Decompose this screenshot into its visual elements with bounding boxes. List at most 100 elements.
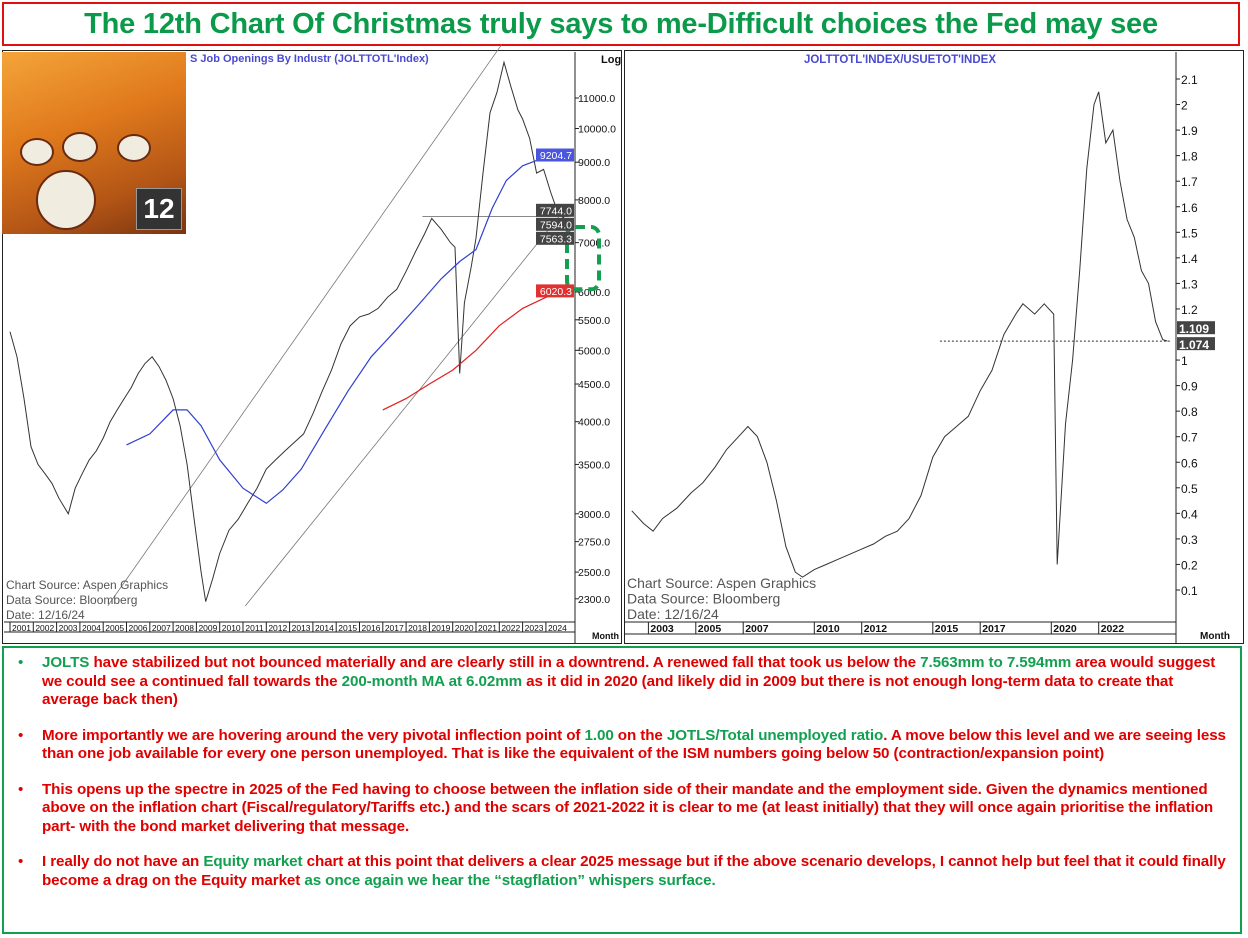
slide-title: The 12th Chart Of Christmas truly says t…	[84, 7, 1158, 40]
source-annotation: Date: 12/16/24	[627, 606, 719, 622]
x-tick-label: 2023	[525, 623, 544, 633]
x-tick-label: 2010	[222, 623, 241, 633]
x-tick-label: 2005	[105, 623, 124, 633]
x-axis-label: Month	[592, 631, 619, 641]
x-tick-label: 2022	[501, 623, 520, 633]
bullet-text-segment: JOTLS/Total unemployed ratio	[666, 726, 884, 744]
x-tick-label: 2007	[152, 623, 171, 633]
y-tick-label: 2	[1181, 99, 1188, 113]
x-tick-label: 2009	[198, 623, 217, 633]
x-tick-label: 2019	[431, 623, 450, 633]
x-tick-label: 2002	[35, 623, 54, 633]
y-tick-label: 0.7	[1181, 431, 1198, 445]
x-tick-label: 2020	[455, 623, 474, 633]
x-tick-label: 2015	[935, 623, 959, 635]
y-tick-label: 0.2	[1181, 558, 1198, 572]
drum-icon	[62, 132, 98, 162]
source-annotation: Data Source: Bloomberg	[627, 591, 780, 607]
jolts-chart: S Job Openings By Industr (JOLTTOTL'Inde…	[4, 44, 621, 643]
x-tick-label: 2007	[745, 623, 769, 635]
chart-title: S Job Openings By Industr (JOLTTOTL'Inde…	[190, 53, 429, 65]
bullet-text-segment: 200-month MA at 6.02mm	[341, 672, 523, 690]
y-tick-label: 0.6	[1181, 456, 1198, 470]
chart-title: JOLTTOTL'INDEX/USUETOT'INDEX	[804, 54, 996, 66]
x-tick-label: 2003	[650, 623, 674, 635]
x-tick-label: 2024	[548, 623, 567, 633]
y-tick-label: 0.4	[1181, 507, 1198, 521]
ratio-chart-panel	[624, 50, 1244, 644]
bullet-text-segment: . A move below this level and we are see…	[42, 726, 1226, 763]
value-label: 1.109	[1179, 322, 1209, 336]
title-bar: The 12th Chart Of Christmas truly says t…	[2, 2, 1240, 46]
bullet-icon: •	[18, 853, 24, 870]
source-annotation: Chart Source: Aspen Graphics	[6, 578, 168, 592]
series-line-0	[9, 60, 568, 602]
bullet-text-segment: as it did in 2020 (and likely did in 200…	[42, 672, 1174, 709]
y-tick-label: 0.3	[1181, 533, 1198, 547]
x-tick-label: 2004	[82, 623, 101, 633]
y-tick-label: 1.8	[1181, 150, 1198, 164]
x-tick-label: 2008	[175, 623, 194, 633]
bullet-text-segment: JOLTS	[42, 654, 90, 671]
value-label: 6020.3	[540, 286, 572, 298]
x-tick-label: 2017	[982, 623, 1006, 635]
value-label-bg	[1177, 337, 1215, 351]
twelve-badge: 12	[136, 188, 182, 230]
y-tick-label: 0.1	[1181, 584, 1198, 598]
x-tick-label: 2006	[129, 623, 148, 633]
y-tick-label: 7000.0	[578, 238, 610, 250]
commentary-box: • JOLTS have stabilized but not bounced m…	[2, 646, 1242, 934]
bullet-text-segment: chart at this point that delivers a clea…	[42, 853, 1226, 889]
value-label: 9204.7	[540, 150, 572, 162]
x-tick-label: 2022	[1101, 623, 1125, 635]
value-label: 7563.3	[540, 233, 572, 245]
scale-label: Log	[601, 54, 621, 66]
y-tick-label: 1.9	[1181, 124, 1198, 138]
y-tick-label: 10000.0	[578, 123, 616, 135]
trendline-upper-channel	[107, 44, 502, 607]
series-line-2	[382, 290, 568, 411]
source-annotation: Date: 12/16/24	[6, 608, 85, 622]
y-tick-label: 1.7	[1181, 175, 1198, 189]
x-tick-label: 2013	[292, 623, 311, 633]
bullet-text-segment: 7.563mm to 7.594mm	[920, 654, 1072, 671]
y-tick-label: 9000.0	[578, 157, 610, 169]
y-tick-label: 2300.0	[578, 594, 610, 606]
y-tick-label: 3000.0	[578, 509, 610, 521]
bullet-text-segment: 1.00	[584, 726, 614, 744]
drum-icon	[117, 134, 151, 162]
y-tick-label: 5000.0	[578, 345, 610, 357]
y-tick-label: 8000.0	[578, 195, 610, 207]
series-line-1	[126, 154, 567, 505]
bullet-text-segment: have stabilized but not bounced material…	[89, 654, 921, 671]
x-tick-label: 2003	[59, 623, 78, 633]
y-tick-label: 3500.0	[578, 459, 610, 471]
value-label-bg	[536, 231, 574, 245]
commentary-bullet: • More importantly we are hovering around…	[16, 727, 1230, 764]
series-line-0	[631, 91, 1168, 578]
bullet-text-segment: Equity market	[203, 853, 303, 870]
x-tick-label: 2015	[338, 623, 357, 633]
y-tick-label: 2750.0	[578, 537, 610, 549]
source-annotation: Data Source: Bloomberg	[6, 593, 137, 607]
bullet-text-segment: I really do not have an	[42, 853, 204, 870]
x-tick-label: 2018	[408, 623, 427, 633]
value-label: 1.074	[1179, 338, 1209, 352]
y-tick-label: 1.4	[1181, 252, 1198, 266]
y-tick-label: 5500.0	[578, 315, 610, 327]
x-tick-label: 2020	[1053, 623, 1077, 635]
target-zone-box	[565, 225, 601, 292]
y-tick-label: 1.5	[1181, 226, 1198, 240]
x-tick-label: 2021	[478, 623, 497, 633]
y-tick-label: 1.6	[1181, 201, 1198, 215]
y-tick-label: 1.2	[1181, 303, 1198, 317]
bullet-text-segment: on the	[613, 726, 667, 744]
y-tick-label: 11000.0	[578, 93, 615, 105]
x-tick-label: 2016	[362, 623, 381, 633]
trendline-lower-channel	[245, 203, 570, 607]
y-tick-label: 2.1	[1181, 73, 1198, 87]
value-label-bg	[1177, 321, 1215, 335]
drum-icon	[20, 138, 54, 166]
x-tick-label: 2001	[12, 623, 31, 633]
y-tick-label: 1	[1181, 354, 1188, 368]
